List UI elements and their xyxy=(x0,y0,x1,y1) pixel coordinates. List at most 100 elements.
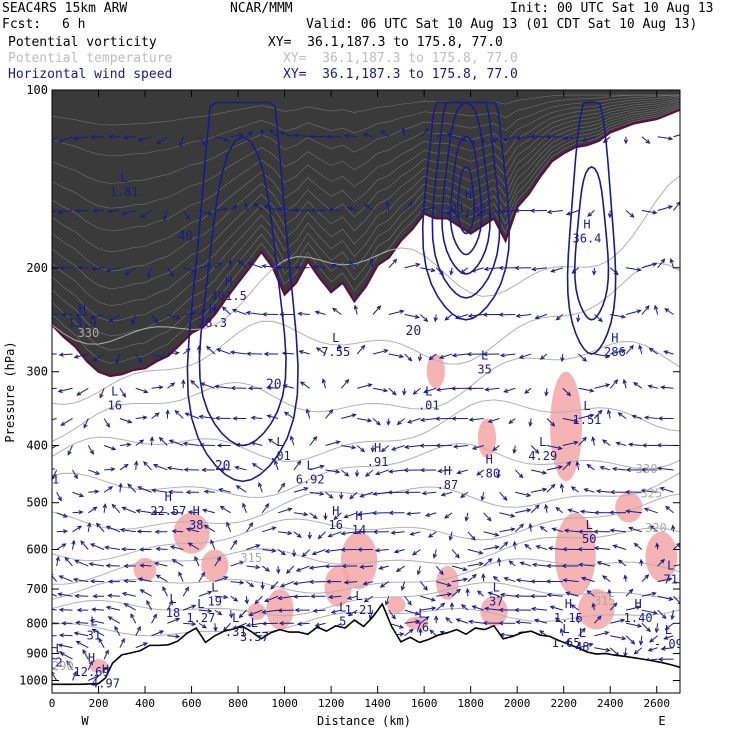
wind-vector-head xyxy=(581,627,586,633)
wind-vector xyxy=(280,581,295,587)
wind-vector-head xyxy=(498,265,504,271)
wind-vector-head xyxy=(620,618,626,623)
wind-vector-head xyxy=(463,577,469,582)
wind-vector xyxy=(325,441,340,446)
wind-vector xyxy=(514,523,524,533)
wind-vector xyxy=(633,382,643,389)
pv-contour xyxy=(52,98,680,252)
extremum-marker: L xyxy=(425,385,432,399)
wind-vector-head xyxy=(98,637,103,643)
wind-vector-head xyxy=(434,416,440,421)
extremum-value: 16 xyxy=(329,518,343,532)
wind-vector-head xyxy=(339,494,344,500)
wind-vector xyxy=(664,635,674,640)
wind-vector-head xyxy=(226,521,231,527)
wind-vector xyxy=(103,418,110,428)
wind-vector xyxy=(609,602,618,611)
extremum-value: 1.27 xyxy=(186,611,215,625)
extremum-marker: L xyxy=(481,349,488,363)
isentrope-label: 320 xyxy=(645,521,667,535)
wind-vector-head xyxy=(438,354,445,359)
wind-vector xyxy=(198,572,205,582)
isentrope-label: 330 xyxy=(78,326,100,340)
wind-vector-head xyxy=(545,579,551,584)
wind-vector xyxy=(325,469,340,473)
wind-vector-head xyxy=(346,595,352,600)
wind-vector xyxy=(623,379,627,389)
wind-vector xyxy=(629,443,642,447)
wind-vector xyxy=(309,436,317,446)
wind-vector xyxy=(76,387,89,396)
wind-vector-head xyxy=(570,604,576,609)
wind-vector-head xyxy=(168,439,174,444)
wind-vector xyxy=(72,491,84,497)
wind-vector-head xyxy=(643,415,650,420)
wind-vector-head xyxy=(467,313,473,318)
x-tick-label: 1400 xyxy=(364,697,391,710)
wind-vector-head xyxy=(514,208,520,213)
wind-vector xyxy=(179,136,184,147)
wind-vector-head xyxy=(633,649,639,655)
wind-vector xyxy=(385,596,390,605)
wind-vector-head xyxy=(301,552,307,558)
wind-vector-head xyxy=(663,350,669,355)
wind-vector xyxy=(302,549,311,557)
wind-vector-head xyxy=(391,390,397,396)
pv-contour xyxy=(52,101,680,290)
wind-vector xyxy=(566,210,579,215)
wind-vector xyxy=(404,609,420,615)
wind-vector xyxy=(582,136,595,142)
wind-vector-head xyxy=(422,389,429,394)
y-tick-label: 1000 xyxy=(19,673,48,687)
wind-vector-head xyxy=(341,563,347,569)
wind-vector-head xyxy=(126,442,132,447)
x-tick-label: 2600 xyxy=(643,697,670,710)
wind-vector-head xyxy=(166,466,172,471)
wind-vector xyxy=(348,261,358,269)
wind-vector-head xyxy=(565,639,570,645)
wind-vector xyxy=(74,353,89,358)
wind-vector-head xyxy=(118,482,123,488)
extremum-marker: H xyxy=(635,597,642,611)
wind-vector xyxy=(649,525,658,533)
wind-vector-head xyxy=(466,351,472,357)
y-tick-label: 400 xyxy=(26,439,48,453)
wind-vector-head xyxy=(265,567,271,572)
wind-vector xyxy=(251,417,263,419)
wind-vector-head xyxy=(244,599,249,605)
wind-vector-head xyxy=(407,356,413,362)
wind-vector xyxy=(625,606,641,611)
wind-vector xyxy=(516,314,532,317)
wind-vector xyxy=(649,635,658,643)
wind-vector xyxy=(88,469,100,475)
wind-vector xyxy=(673,595,680,604)
wind-vector xyxy=(52,667,57,671)
wind-vector-head xyxy=(598,317,603,323)
wind-vector xyxy=(87,661,93,671)
wind-vector xyxy=(365,469,374,477)
wind-vector-head xyxy=(549,605,555,610)
wind-vector xyxy=(641,305,650,315)
wind-vector-head xyxy=(242,502,247,508)
wind-vector xyxy=(333,512,342,520)
wind-vector xyxy=(499,528,515,533)
wind-vector xyxy=(119,418,132,423)
wind-vector-head xyxy=(179,142,184,148)
wind-vector xyxy=(410,531,421,536)
wind-vector-head xyxy=(72,670,77,676)
isentrope xyxy=(52,399,680,462)
wind-vector-head xyxy=(544,391,549,397)
wind-vector xyxy=(610,635,626,640)
wind-vector-head xyxy=(203,524,209,530)
wind-vector xyxy=(52,469,58,480)
wind-vector-head xyxy=(492,575,498,581)
wind-vector-head xyxy=(216,556,222,562)
wind-vector-head xyxy=(255,564,261,570)
extremum-value: 28.3 xyxy=(198,316,227,330)
wind-vector-head xyxy=(431,606,437,611)
wind-vector-head xyxy=(111,446,117,451)
pv-contour xyxy=(52,94,680,126)
wind-vector-head xyxy=(77,525,83,530)
wind-vector-head xyxy=(467,619,474,625)
wind-vector xyxy=(90,619,105,624)
